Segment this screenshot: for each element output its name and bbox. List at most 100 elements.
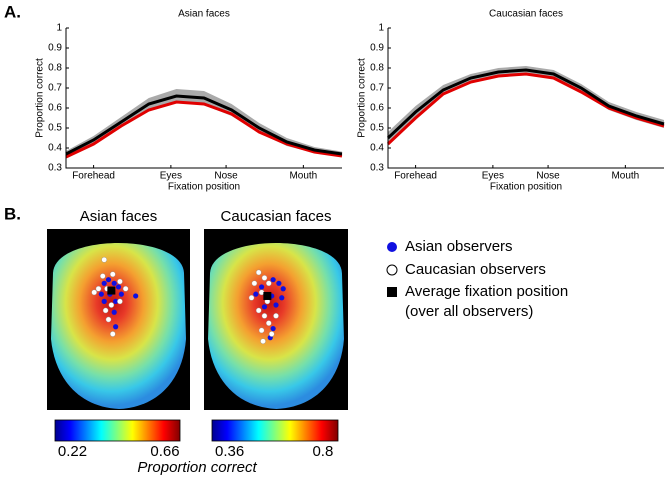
colorbar-tick-label: 0.8 [312, 443, 333, 460]
axes [387, 28, 664, 169]
fixation-point [113, 298, 119, 304]
fixation-point [268, 331, 275, 337]
fixation-point [109, 271, 116, 278]
fixation-point [261, 275, 268, 281]
panel-label: B. [4, 204, 21, 223]
y-axis-label: Proportion correct [35, 58, 46, 138]
fixation-point [111, 309, 117, 315]
x-axis-label: Fixation position [490, 182, 562, 193]
fixation-point [105, 316, 112, 323]
x-tick-label: Eyes [482, 171, 504, 182]
fixation-point [276, 280, 282, 286]
fixation-point [265, 280, 272, 287]
y-tick-label: 0.4 [48, 143, 62, 154]
y-tick-label: 0.5 [48, 123, 62, 134]
legend-note: (over all observers) [405, 303, 533, 320]
chart-title: Asian faces [80, 208, 158, 225]
axes [65, 28, 342, 169]
legend-label: Caucasian observers [405, 261, 546, 278]
average-marker [263, 291, 272, 300]
fixation-point [260, 338, 266, 345]
legend-marker [387, 242, 397, 252]
y-tick-label: 0.6 [48, 103, 62, 114]
colorbar [211, 419, 339, 442]
y-tick-label: 1 [378, 23, 384, 34]
fixation-point [259, 284, 265, 290]
fixation-point [95, 285, 102, 292]
colorbar-label: Proportion correct [137, 459, 257, 476]
y-tick-label: 0.3 [48, 163, 62, 174]
fixation-point [118, 291, 124, 297]
line [386, 72, 665, 146]
y-tick-label: 1 [56, 23, 62, 34]
y-tick-label: 0.3 [370, 163, 384, 174]
y-tick-label: 0.9 [48, 43, 62, 54]
colorbar [54, 419, 181, 442]
line [386, 68, 665, 140]
fixation-point [101, 256, 107, 263]
y-tick-label: 0.4 [370, 143, 384, 154]
fixation-point [98, 291, 104, 297]
face-heatmap [51, 243, 186, 409]
y-axis-label: Proportion correct [357, 58, 368, 138]
x-tick-label: Forehead [394, 171, 437, 182]
line [65, 100, 343, 159]
fixation-point [270, 325, 276, 332]
x-tick-label: Mouth [289, 171, 317, 182]
legend-label: Asian observers [405, 238, 513, 255]
fixation-point [255, 307, 262, 314]
fixation-point [91, 289, 97, 296]
fixation-point [255, 269, 262, 276]
chart-title: Caucasian faces [221, 208, 332, 225]
y-tick-label: 0.6 [370, 103, 384, 114]
fixation-point [117, 278, 123, 285]
fixation-point [108, 302, 115, 308]
y-tick-label: 0.9 [370, 43, 384, 54]
fixation-point [265, 320, 272, 326]
fixation-point [102, 307, 109, 314]
x-tick-label: Eyes [160, 171, 182, 182]
fixation-point [101, 280, 107, 286]
fixation-point [109, 331, 116, 337]
fixation-point [117, 298, 123, 305]
fixation-point [251, 280, 258, 287]
x-axis-label: Fixation position [168, 182, 240, 193]
fixation-point [258, 327, 265, 334]
x-tick-label: Forehead [72, 171, 115, 182]
y-tick-label: 0.7 [370, 83, 384, 94]
panel-label: A. [4, 2, 21, 21]
colorbar-tick-label: 0.66 [150, 443, 179, 460]
fixation-point [261, 313, 268, 319]
fixation-point [253, 291, 259, 297]
fixation-point [270, 277, 276, 283]
y-tick-label: 0.8 [48, 63, 62, 74]
y-tick-label: 0.7 [48, 83, 62, 94]
face-heatmap [208, 243, 344, 409]
x-tick-label: Nose [214, 171, 238, 182]
fixation-point [122, 285, 129, 292]
chart-title: Asian faces [178, 9, 230, 20]
colorbar-tick-label: 0.36 [215, 443, 244, 460]
colorbar-tick-label: 0.22 [58, 443, 87, 460]
fixation-point [113, 324, 119, 330]
x-tick-label: Nose [536, 171, 560, 182]
fixation-point [280, 286, 286, 292]
legend-label: Average fixation position [405, 283, 568, 300]
line [65, 94, 343, 156]
fixation-point [115, 284, 122, 290]
legend-marker [387, 287, 397, 297]
fixation-point [105, 277, 112, 283]
fixation-point [273, 313, 279, 319]
legend-marker [386, 264, 398, 276]
average-marker [107, 286, 116, 295]
fixation-point [261, 304, 268, 310]
fixation-point [248, 294, 255, 301]
x-tick-label: Mouth [611, 171, 639, 182]
fixation-point [111, 280, 117, 286]
fixation-point [133, 293, 139, 299]
fixation-point [99, 273, 106, 279]
fixation-point [101, 298, 107, 304]
y-tick-label: 0.8 [370, 63, 384, 74]
fixation-point [279, 295, 285, 301]
